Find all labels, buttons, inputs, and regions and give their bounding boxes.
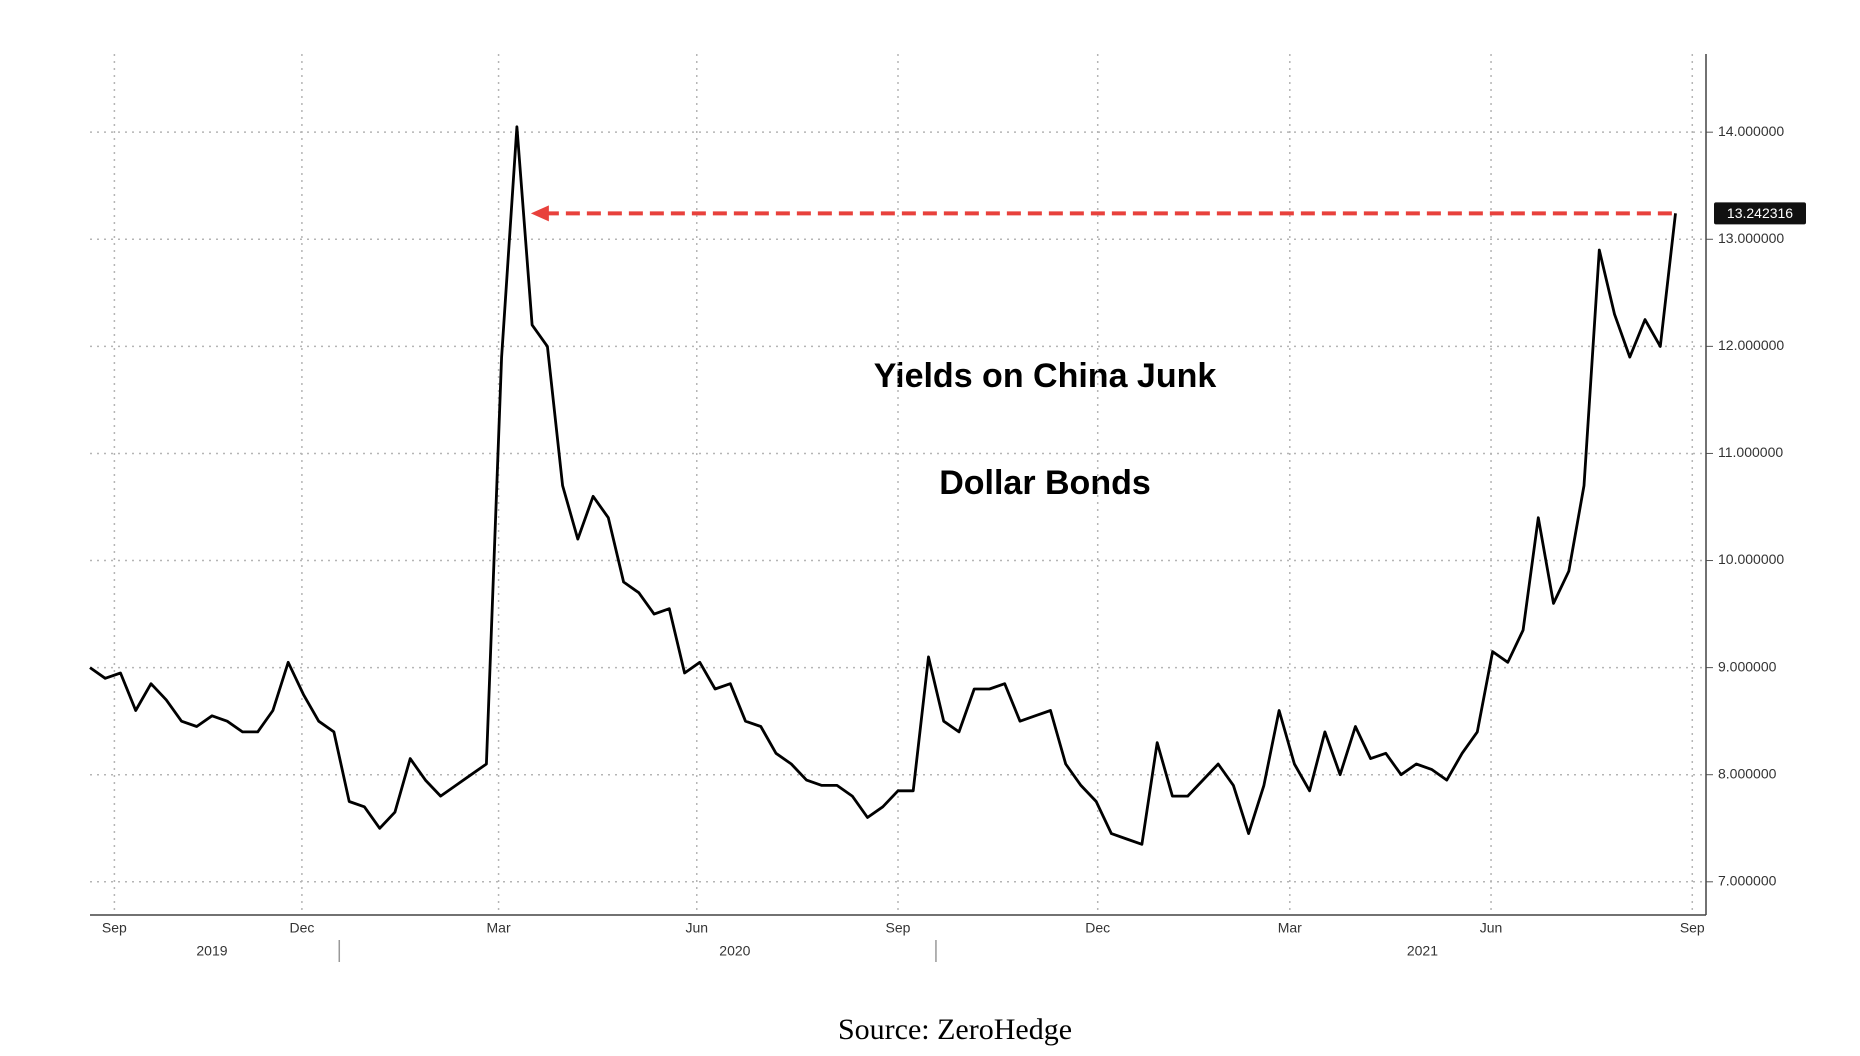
x-tick-label: Jun — [685, 920, 708, 936]
x-tick-label: Sep — [886, 920, 911, 936]
year-label: 2021 — [1407, 943, 1438, 959]
y-tick-label: 13.000000 — [1718, 230, 1784, 246]
year-label: 2020 — [719, 943, 750, 959]
x-tick-label: Mar — [1278, 920, 1302, 936]
x-tick-label: Sep — [102, 920, 127, 936]
line — [89, 125, 1677, 846]
x-tick-label: Dec — [1085, 920, 1110, 936]
annotation: Dollar Bonds — [939, 464, 1151, 502]
x-tick-label: Mar — [487, 920, 511, 936]
annotation: Yields on China Junk — [874, 357, 1217, 395]
arrow-head — [530, 205, 549, 222]
y-tick-label: 12.000000 — [1718, 337, 1784, 353]
x-tick-label: Sep — [1680, 920, 1705, 936]
y-tick-label: 7.000000 — [1718, 873, 1777, 889]
y-tick-label: 8.000000 — [1718, 765, 1777, 781]
x-tick-label: Dec — [289, 920, 314, 936]
year-label: 2019 — [196, 943, 227, 959]
y-tick-label: 9.000000 — [1718, 658, 1777, 674]
y-tick-label: 14.000000 — [1718, 123, 1784, 139]
y-tick-label: 10.000000 — [1718, 551, 1784, 567]
last-value-label: 13.242316 — [1727, 205, 1793, 221]
source: Source: ZeroHedge — [838, 1013, 1072, 1046]
last-value-tag — [1714, 202, 1806, 225]
x-tick-label: Jun — [1480, 920, 1503, 936]
y-tick-label: 11.000000 — [1718, 444, 1783, 460]
